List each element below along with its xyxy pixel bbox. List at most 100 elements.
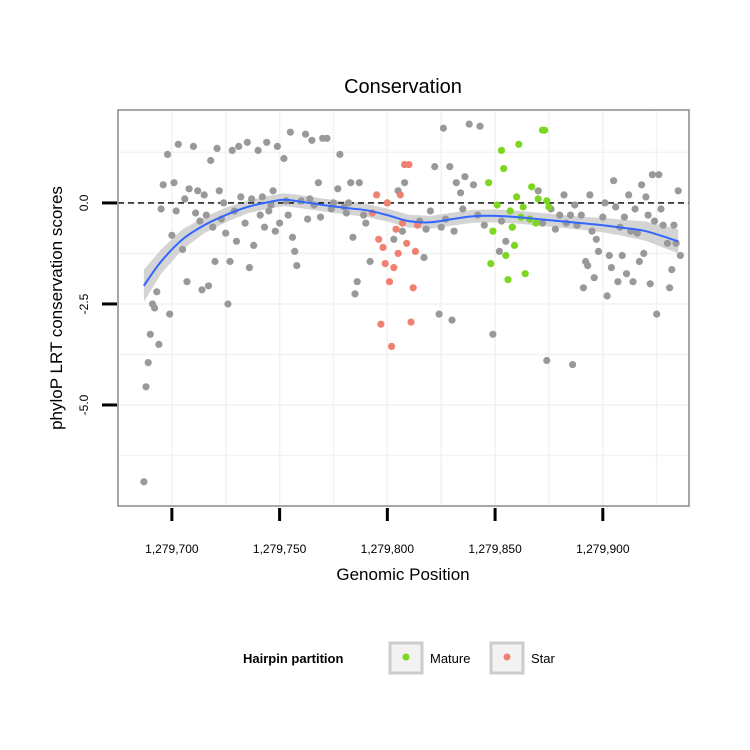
point-mature: [497, 146, 506, 154]
point-other: [497, 217, 506, 225]
point-other: [142, 383, 150, 391]
point-other: [480, 221, 488, 229]
point-other: [207, 156, 215, 165]
point-other: [592, 235, 600, 243]
point-mature: [508, 223, 516, 231]
point-mature: [528, 183, 536, 191]
point-other: [224, 300, 232, 308]
point-other: [308, 136, 316, 144]
point-mature: [545, 203, 553, 211]
point-other: [157, 205, 165, 213]
point-other: [211, 257, 219, 266]
point-star: [385, 278, 394, 286]
point-other: [271, 227, 279, 235]
point-other: [366, 257, 374, 266]
point-mature: [515, 140, 523, 148]
point-other: [172, 207, 180, 215]
point-other: [276, 219, 284, 227]
legend-label-star: Star: [531, 651, 556, 666]
point-other: [170, 179, 178, 187]
point-other: [301, 130, 310, 138]
point-other: [459, 205, 467, 213]
point-star: [375, 235, 383, 243]
point-star: [398, 219, 406, 227]
point-star: [381, 260, 389, 268]
point-other: [431, 163, 439, 171]
point-other: [269, 187, 277, 195]
panel-border: [117, 109, 690, 507]
point-other: [241, 219, 249, 227]
point-other: [213, 144, 221, 152]
point-star: [409, 284, 417, 292]
point-other: [306, 195, 314, 203]
point-other: [534, 187, 542, 195]
point-other: [607, 264, 616, 272]
point-other: [670, 221, 678, 229]
point-other: [633, 229, 641, 237]
point-other: [663, 239, 672, 247]
x-tick-label: 1,279,900: [576, 542, 630, 556]
x-tick-label: 1,279,800: [361, 542, 415, 556]
point-star: [379, 243, 387, 251]
point-other: [502, 237, 510, 245]
point-star: [411, 247, 419, 255]
x-tick-label: 1,279,700: [145, 542, 199, 556]
point-other: [601, 199, 609, 207]
point-other: [653, 310, 661, 318]
point-other: [655, 171, 663, 179]
point-other: [446, 163, 454, 171]
point-mature: [502, 251, 510, 260]
point-star: [407, 318, 415, 326]
point-other: [194, 187, 202, 195]
y-tick-label: -5.0: [77, 394, 91, 415]
x-axis-title: Genomic Position: [336, 565, 469, 584]
legend-mature-dot-icon: [402, 653, 410, 661]
point-other: [674, 187, 682, 195]
x-tick-label: 1,279,750: [253, 542, 307, 556]
point-other: [437, 223, 445, 231]
point-other: [200, 191, 208, 199]
point-other: [452, 179, 460, 187]
point-other: [362, 219, 370, 227]
y-tick-label: -2.5: [77, 293, 91, 314]
point-other: [640, 249, 648, 257]
point-other: [329, 199, 338, 207]
point-mature: [500, 165, 508, 173]
point-star: [413, 221, 422, 229]
point-other: [635, 257, 644, 266]
point-other: [569, 361, 577, 369]
point-other: [426, 207, 434, 215]
point-other: [263, 138, 271, 146]
y-axis-title: phyloP LRT conservation scores: [47, 186, 66, 430]
point-star: [373, 191, 381, 199]
legend-label-mature: Mature: [430, 651, 470, 666]
point-other: [450, 227, 458, 235]
point-other: [196, 217, 204, 225]
point-other: [355, 179, 363, 187]
point-other: [566, 211, 575, 219]
point-other: [146, 330, 154, 338]
point-other: [164, 150, 172, 158]
point-other: [159, 181, 167, 189]
point-other: [286, 128, 294, 136]
data-points: [140, 120, 685, 486]
point-mature: [506, 207, 514, 215]
point-other: [476, 122, 484, 130]
point-other: [603, 292, 611, 300]
point-other: [614, 278, 622, 286]
point-other: [185, 185, 193, 193]
point-other: [588, 227, 596, 235]
point-other: [676, 251, 685, 260]
point-other: [401, 179, 409, 187]
point-mature: [521, 270, 529, 278]
point-other: [222, 229, 230, 237]
point-other: [577, 211, 585, 219]
point-other: [342, 209, 350, 217]
point-other: [250, 241, 258, 249]
x-tick-label: 1,279,850: [468, 542, 522, 556]
point-other: [232, 237, 241, 245]
legend-title: Hairpin partition: [243, 651, 343, 666]
point-mature: [534, 195, 542, 203]
point-other: [620, 213, 629, 221]
point-other: [166, 310, 174, 318]
